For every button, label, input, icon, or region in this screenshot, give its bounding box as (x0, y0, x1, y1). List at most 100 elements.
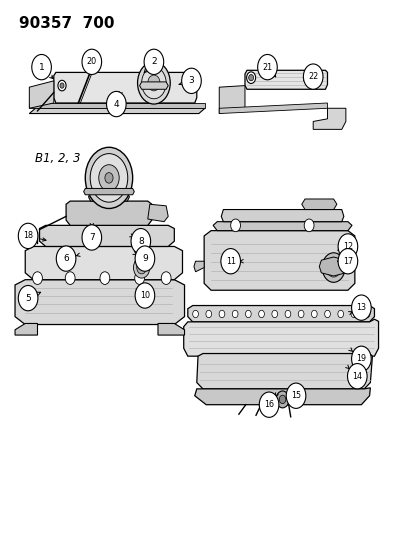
Circle shape (350, 310, 356, 318)
Circle shape (257, 54, 277, 80)
Circle shape (141, 67, 166, 99)
Circle shape (58, 80, 66, 91)
Text: 14: 14 (351, 372, 361, 381)
Circle shape (230, 219, 240, 232)
Polygon shape (221, 209, 343, 222)
Circle shape (131, 229, 150, 254)
Circle shape (218, 310, 224, 318)
Circle shape (192, 310, 198, 318)
Polygon shape (204, 231, 354, 290)
Circle shape (337, 234, 357, 259)
Circle shape (32, 54, 51, 80)
Circle shape (106, 91, 126, 117)
Circle shape (181, 68, 201, 93)
Circle shape (347, 364, 366, 389)
Circle shape (99, 165, 119, 191)
Circle shape (65, 272, 75, 285)
Circle shape (18, 286, 38, 311)
Text: 5: 5 (25, 294, 31, 303)
Text: 1: 1 (38, 62, 44, 71)
Polygon shape (158, 324, 184, 335)
Circle shape (205, 310, 211, 318)
Polygon shape (29, 108, 204, 114)
Circle shape (82, 225, 101, 250)
Polygon shape (25, 246, 182, 280)
Polygon shape (196, 353, 372, 389)
Circle shape (337, 310, 343, 318)
Text: 13: 13 (356, 303, 366, 312)
Circle shape (258, 310, 264, 318)
Circle shape (279, 395, 285, 403)
Circle shape (321, 253, 344, 282)
Text: 7: 7 (89, 233, 95, 242)
Polygon shape (29, 81, 54, 108)
Text: 8: 8 (138, 237, 143, 246)
Polygon shape (15, 280, 184, 325)
Circle shape (285, 310, 290, 318)
Polygon shape (318, 257, 347, 276)
Circle shape (85, 147, 132, 208)
Circle shape (135, 283, 154, 308)
Circle shape (135, 246, 154, 271)
Circle shape (285, 383, 305, 408)
Circle shape (33, 272, 42, 285)
Circle shape (324, 310, 330, 318)
Circle shape (303, 64, 322, 90)
Circle shape (133, 257, 150, 278)
Polygon shape (29, 103, 204, 108)
Circle shape (56, 246, 76, 271)
Text: 16: 16 (263, 400, 273, 409)
Text: 18: 18 (23, 231, 33, 240)
Text: 15: 15 (290, 391, 300, 400)
Circle shape (337, 248, 357, 274)
Circle shape (90, 154, 128, 202)
Text: 4: 4 (113, 100, 119, 109)
Circle shape (18, 223, 38, 248)
Circle shape (248, 75, 253, 81)
Circle shape (60, 83, 64, 88)
Circle shape (104, 173, 113, 183)
Circle shape (351, 295, 370, 320)
Polygon shape (193, 261, 204, 272)
Circle shape (325, 258, 340, 277)
Circle shape (271, 310, 277, 318)
Circle shape (304, 219, 313, 232)
Text: 3: 3 (188, 76, 194, 85)
Circle shape (363, 310, 369, 318)
Polygon shape (66, 201, 152, 225)
Text: B1, 2, 3: B1, 2, 3 (36, 151, 81, 165)
Text: 22: 22 (307, 72, 318, 81)
Circle shape (297, 310, 303, 318)
Circle shape (232, 310, 237, 318)
Polygon shape (313, 108, 345, 130)
Polygon shape (213, 222, 351, 231)
Circle shape (245, 310, 251, 318)
Polygon shape (40, 225, 174, 246)
Polygon shape (183, 319, 377, 356)
Polygon shape (188, 305, 373, 322)
Polygon shape (83, 189, 134, 195)
Text: 17: 17 (342, 257, 352, 266)
Circle shape (134, 272, 144, 285)
Polygon shape (301, 199, 336, 209)
Text: 90357  700: 90357 700 (19, 16, 114, 31)
Circle shape (100, 272, 109, 285)
Text: 20: 20 (87, 58, 97, 66)
Text: 2: 2 (151, 58, 157, 66)
Text: 6: 6 (63, 254, 69, 263)
Text: 9: 9 (142, 254, 147, 263)
Text: 12: 12 (342, 242, 352, 251)
Circle shape (351, 346, 370, 372)
Polygon shape (219, 103, 327, 114)
Circle shape (147, 75, 160, 91)
Circle shape (161, 272, 171, 285)
Circle shape (246, 72, 255, 84)
Polygon shape (244, 70, 327, 90)
Polygon shape (54, 72, 196, 103)
Text: 19: 19 (356, 354, 366, 364)
Text: 11: 11 (225, 257, 235, 266)
Circle shape (82, 49, 101, 75)
Text: 10: 10 (140, 291, 150, 300)
Circle shape (275, 391, 288, 408)
Polygon shape (15, 324, 38, 335)
